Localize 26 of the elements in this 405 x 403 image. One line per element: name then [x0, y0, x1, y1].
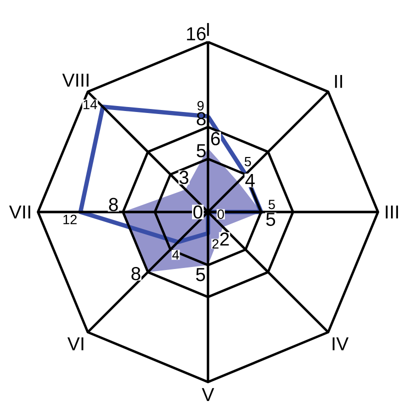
y-tick-label: 16	[187, 27, 206, 40]
data-label: 6	[211, 132, 220, 146]
spoke-label: I	[207, 23, 209, 36]
data-label: 5	[268, 200, 275, 210]
data-label: 3	[179, 170, 188, 184]
data-label: 2	[212, 239, 218, 249]
y-tick-label: 5	[196, 144, 206, 158]
spoke-label: VI	[67, 337, 84, 350]
y-tick-label: 0	[193, 205, 202, 219]
spoke-label: III	[386, 206, 398, 218]
data-label: 5	[266, 212, 276, 226]
data-label: 4	[245, 174, 255, 187]
spoke-label: VIII	[62, 74, 88, 87]
data-label: 9	[197, 101, 204, 110]
data-label: 8	[132, 266, 140, 280]
data-label: 12	[63, 214, 77, 224]
spoke-label: V	[202, 388, 214, 401]
data-label: 2	[220, 232, 229, 246]
data-label: 5	[244, 157, 251, 166]
spoke-label: VII	[9, 206, 30, 218]
spoke-label: II	[335, 74, 342, 88]
data-label: 8	[109, 198, 118, 212]
data-label: 14	[84, 100, 98, 110]
data-label: 0	[218, 210, 224, 219]
data-label: 4	[172, 250, 180, 260]
spoke-label: IV	[332, 337, 349, 350]
